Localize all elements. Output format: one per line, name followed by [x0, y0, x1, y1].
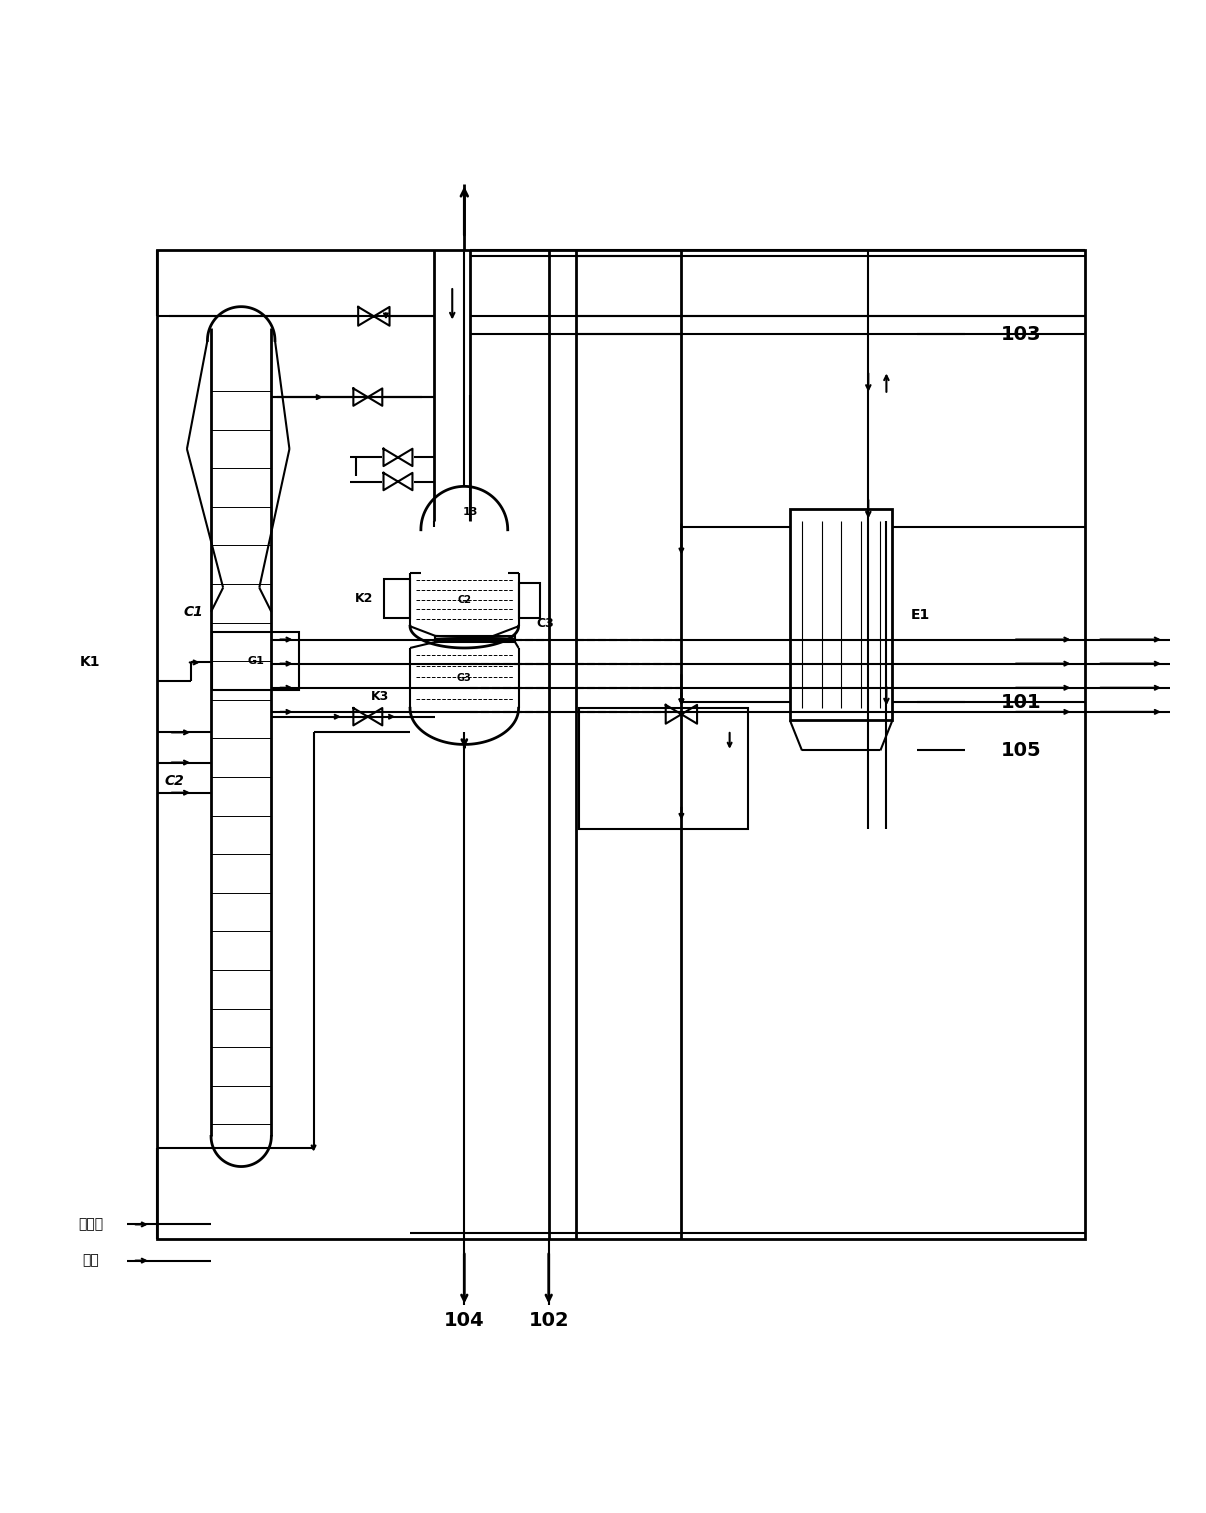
Text: K1: K1 — [81, 655, 100, 669]
Text: E1: E1 — [911, 608, 930, 622]
Bar — [519, 583, 540, 617]
Text: C2: C2 — [165, 773, 185, 788]
Text: 污氮气: 污氮气 — [78, 1218, 103, 1232]
Bar — [157, 250, 1085, 1239]
Text: 104: 104 — [444, 1312, 485, 1330]
Text: 105: 105 — [1001, 741, 1042, 760]
Text: 13: 13 — [463, 507, 478, 516]
Text: 101: 101 — [1001, 693, 1042, 711]
Text: K2: K2 — [355, 592, 374, 605]
Bar — [435, 638, 515, 642]
Text: 氮气: 氮气 — [82, 1254, 99, 1268]
Bar — [579, 708, 748, 829]
Text: G3: G3 — [457, 673, 472, 682]
Text: K3: K3 — [370, 690, 390, 702]
Text: 103: 103 — [1001, 325, 1042, 343]
Text: G1: G1 — [247, 657, 264, 666]
Bar — [790, 510, 892, 720]
Bar — [435, 635, 515, 638]
Bar — [384, 579, 410, 617]
Text: C2: C2 — [457, 595, 472, 605]
Bar — [212, 632, 299, 690]
Text: 102: 102 — [528, 1312, 569, 1330]
Text: C3: C3 — [537, 617, 554, 631]
Text: C1: C1 — [183, 605, 203, 619]
